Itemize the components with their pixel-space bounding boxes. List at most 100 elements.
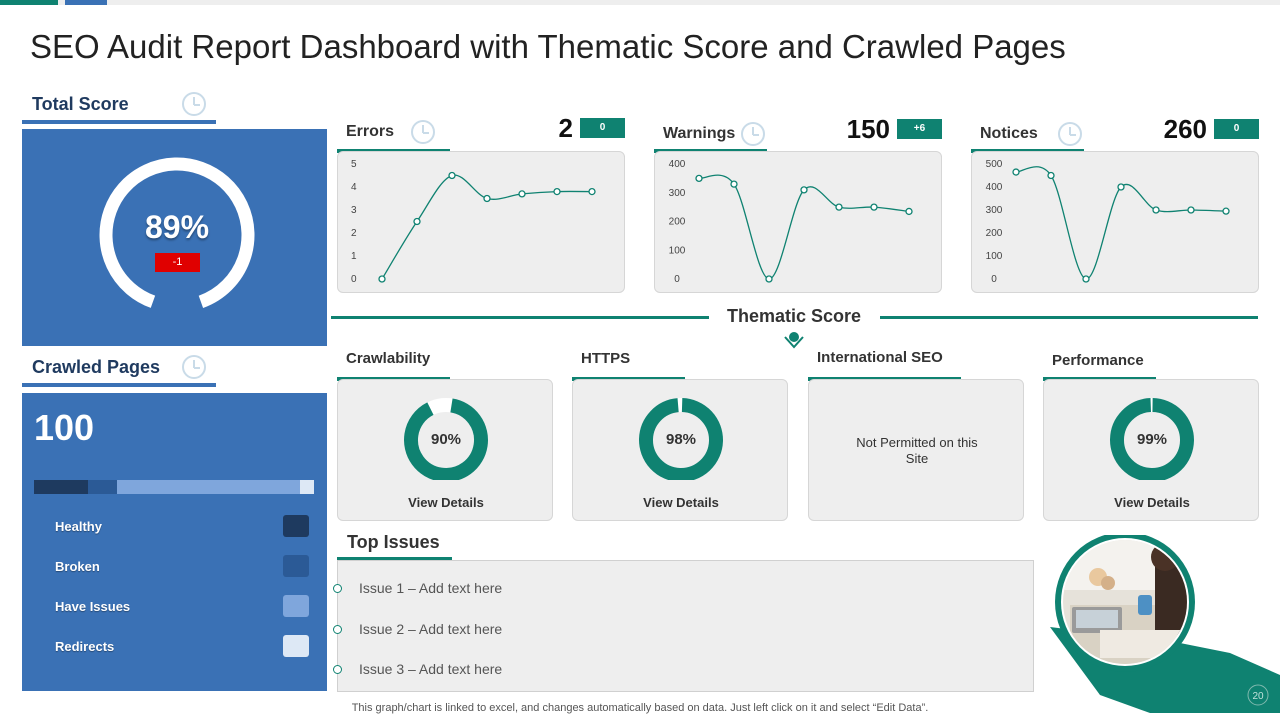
thematic-divider-left: [331, 316, 709, 319]
data-point: [835, 203, 843, 211]
legend-swatch: [283, 635, 309, 657]
legend-swatch: [283, 595, 309, 617]
metric-label-warnings: Warnings: [663, 125, 736, 142]
data-point: [1222, 207, 1230, 215]
donut-chart: [1110, 398, 1194, 480]
y-tick-label: 0: [351, 274, 357, 285]
y-tick-label: 0: [991, 274, 997, 285]
donut-chart: [404, 398, 488, 480]
footer-note: This graph/chart is linked to excel, and…: [351, 702, 929, 714]
clock-icon: [411, 120, 435, 144]
metric-delta-badge: 0: [580, 118, 625, 138]
not-permitted-message: Not Permitted on this Site: [856, 435, 978, 466]
top-issues-underline: [337, 557, 452, 561]
metric-chart-card: 400 300 200 100 0: [654, 151, 942, 293]
total-score-value: 89%: [144, 209, 210, 245]
metric-value: 260: [1163, 114, 1207, 144]
data-point: [765, 275, 773, 283]
total-score-delta-badge: -1: [155, 253, 200, 272]
donut-percent: 90%: [430, 431, 462, 448]
legend-swatch: [283, 515, 309, 537]
data-point: [695, 174, 703, 183]
data-point: [1187, 206, 1195, 214]
thematic-divider-right: [880, 316, 1258, 319]
metric-delta-badge: +6: [897, 119, 942, 139]
metric-chart-card: 5 4 3 2 1 0: [337, 151, 625, 293]
total-score-panel: 89% -1: [22, 129, 327, 346]
data-point: [518, 190, 526, 198]
y-tick-label: 3: [351, 205, 357, 216]
crawled-bar-segment: [299, 480, 315, 494]
y-tick-label: 5: [351, 159, 357, 170]
donut-arc: [1110, 398, 1194, 480]
data-point: [730, 180, 738, 188]
clock-icon: [182, 355, 206, 379]
crawled-bar-segment: [116, 480, 300, 494]
y-tick-label: 500: [986, 159, 1003, 170]
thematic-card: 98% View Details: [572, 379, 788, 521]
clock-icon: [1058, 122, 1082, 146]
donut-arc: [404, 398, 488, 480]
line-chart-notices: 500 400 300 200 100 0: [986, 159, 1230, 285]
y-tick-label: 2: [351, 228, 357, 239]
data-point: [1012, 168, 1020, 176]
issue-item: Issue 1 – Add text here: [359, 580, 503, 596]
line-chart-errors: 5 4 3 2 1 0: [351, 159, 596, 285]
issue-bullet-icon: [333, 624, 342, 634]
donut-percent: 98%: [665, 431, 697, 448]
data-point: [1047, 171, 1055, 180]
crawled-pages-bar: [34, 480, 320, 494]
data-point: [1082, 275, 1090, 283]
clock-icon: [741, 122, 765, 146]
data-point: [378, 275, 386, 283]
metric-delta-badge: 0: [1214, 119, 1259, 139]
metric-chart-card: 500 400 300 200 100 0: [971, 151, 1259, 293]
issue-item: Issue 2 – Add text here: [359, 620, 503, 637]
crawled-bar-segment: [88, 480, 117, 494]
total-score-underline: [22, 120, 216, 124]
issue-bullet-icon: [333, 584, 342, 593]
page-number: 20: [1252, 691, 1264, 702]
view-details-link[interactable]: View Details: [643, 495, 719, 510]
thematic-card: 90% View Details: [337, 379, 553, 521]
total-score-title: Total Score: [32, 94, 129, 114]
data-point: [413, 217, 421, 226]
data-point: [448, 171, 456, 180]
top-issues-title: Top Issues: [347, 532, 440, 552]
thematic-score-title: Thematic Score: [726, 306, 862, 326]
top-issues-panel: [337, 560, 1034, 692]
y-tick-label: 100: [669, 245, 686, 256]
page-title: SEO Audit Report Dashboard with Thematic…: [30, 28, 1066, 65]
view-details-link[interactable]: View Details: [1114, 495, 1190, 510]
thematic-label-performance: Performance: [1052, 352, 1144, 369]
metric-value: 2: [558, 113, 573, 143]
crawled-pages-panel: 100 Healthy Broken Have Issues Redirects: [22, 393, 327, 691]
total-score-ring: [99, 157, 255, 313]
view-details-link[interactable]: View Details: [408, 495, 484, 510]
crawled-pages-title: Crawled Pages: [32, 357, 161, 377]
thematic-marker-icon: [784, 332, 804, 349]
thematic-label-crawlability: Crawlability: [346, 350, 431, 367]
legend-label: Broken: [55, 559, 100, 574]
metric-label-notices: Notices: [980, 125, 1038, 142]
y-tick-label: 400: [986, 182, 1003, 193]
y-tick-label: 0: [674, 274, 680, 285]
donut-chart: [639, 398, 723, 480]
data-point: [800, 186, 808, 194]
thematic-card: 99% View Details: [1043, 379, 1259, 521]
y-tick-label: 300: [669, 188, 686, 199]
data-point: [1152, 206, 1160, 214]
donut-percent: 99%: [1136, 431, 1168, 448]
y-tick-label: 200: [986, 228, 1003, 239]
data-point: [483, 194, 491, 203]
crawled-pages-value: 100: [34, 407, 95, 448]
legend-swatch: [283, 555, 309, 577]
y-tick-label: 4: [351, 182, 357, 193]
legend-label: Healthy: [55, 519, 102, 534]
y-tick-label: 1: [351, 251, 357, 262]
y-tick-label: 300: [986, 205, 1003, 216]
data-point: [870, 203, 878, 211]
legend-label: Have Issues: [55, 599, 131, 614]
legend-label: Redirects: [55, 639, 115, 654]
clock-icon: [182, 92, 206, 116]
